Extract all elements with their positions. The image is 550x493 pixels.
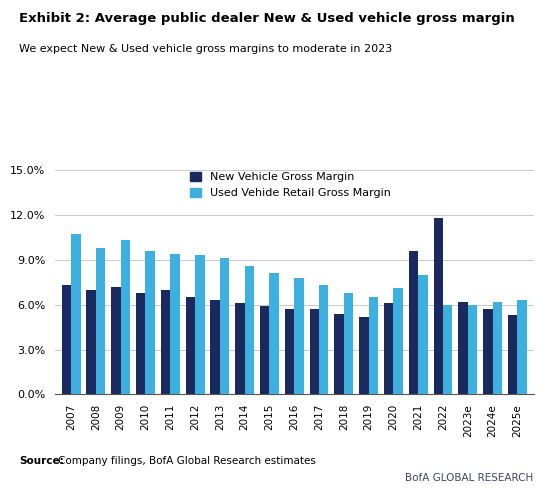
- Bar: [245, 266, 254, 394]
- Bar: [96, 248, 106, 394]
- Bar: [493, 302, 502, 394]
- Bar: [260, 306, 270, 394]
- Bar: [146, 251, 155, 394]
- Bar: [136, 293, 146, 394]
- Bar: [310, 309, 319, 394]
- Bar: [443, 305, 453, 394]
- Bar: [359, 317, 369, 394]
- Bar: [120, 241, 130, 394]
- Bar: [186, 297, 195, 394]
- Bar: [418, 275, 428, 394]
- Bar: [409, 251, 418, 394]
- Bar: [518, 300, 527, 394]
- Text: Exhibit 2: Average public dealer New & Used vehicle gross margin: Exhibit 2: Average public dealer New & U…: [19, 12, 515, 25]
- Bar: [285, 309, 294, 394]
- Bar: [458, 302, 468, 394]
- Bar: [368, 297, 378, 394]
- Bar: [468, 305, 477, 394]
- Bar: [508, 315, 518, 394]
- Text: Source:: Source:: [19, 456, 64, 466]
- Bar: [483, 309, 493, 394]
- Bar: [62, 285, 71, 394]
- Bar: [270, 273, 279, 394]
- Legend: New Vehicle Gross Margin, Used Vehide Retail Gross Margin: New Vehicle Gross Margin, Used Vehide Re…: [186, 168, 394, 201]
- Bar: [170, 254, 180, 394]
- Bar: [334, 314, 344, 394]
- Bar: [211, 300, 220, 394]
- Bar: [195, 255, 205, 394]
- Bar: [71, 235, 80, 394]
- Text: BofA GLOBAL RESEARCH: BofA GLOBAL RESEARCH: [405, 473, 534, 483]
- Bar: [344, 293, 353, 394]
- Bar: [220, 258, 229, 394]
- Bar: [294, 278, 304, 394]
- Bar: [111, 287, 120, 394]
- Bar: [393, 288, 403, 394]
- Bar: [433, 218, 443, 394]
- Bar: [161, 290, 170, 394]
- Text: We expect New & Used vehicle gross margins to moderate in 2023: We expect New & Used vehicle gross margi…: [19, 44, 393, 54]
- Bar: [235, 303, 245, 394]
- Text: Company filings, BofA Global Research estimates: Company filings, BofA Global Research es…: [58, 456, 316, 466]
- Bar: [86, 290, 96, 394]
- Bar: [384, 303, 393, 394]
- Bar: [319, 285, 328, 394]
